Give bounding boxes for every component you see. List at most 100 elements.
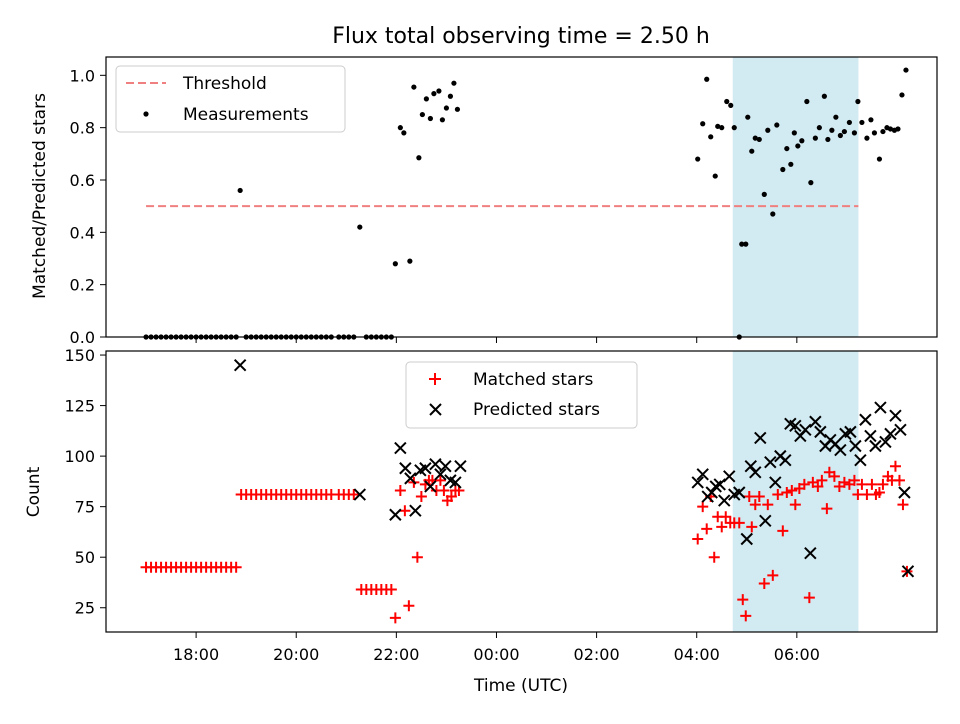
matched-star-points: [140, 460, 913, 624]
matched-legend-swatch: [429, 373, 441, 385]
measurement-point: [392, 261, 398, 267]
measurement-point: [724, 98, 730, 105]
measurement-point: [756, 136, 762, 143]
matched-star-point: [889, 460, 901, 472]
measurement-point: [851, 130, 858, 136]
measurement-point: [443, 105, 450, 111]
top-x-ticks: [195, 337, 798, 343]
measurement-point: [855, 98, 861, 105]
measurement-point: [876, 156, 883, 162]
predicted-star-point: [869, 439, 882, 453]
predicted-star-point: [439, 460, 452, 473]
y-tick-label: 0.0: [70, 328, 95, 347]
measurement-point: [704, 76, 710, 82]
matched-star-point: [789, 499, 801, 511]
matched-star-point: [781, 487, 793, 499]
predicted-star-point: [889, 409, 902, 422]
matched-star-point: [434, 474, 446, 486]
matched-star-point: [399, 505, 411, 517]
matched-star-point: [772, 489, 784, 501]
predicted-star-point: [874, 401, 887, 414]
measurement-point: [451, 80, 457, 86]
matched-star-point: [403, 600, 415, 612]
predicted-star-point: [834, 443, 847, 457]
predicted-star-point: [769, 476, 782, 489]
measurement-point: [401, 130, 407, 136]
matched-star-point: [692, 533, 704, 545]
measurement-point: [411, 84, 417, 90]
measurement-point: [719, 125, 725, 131]
measurement-point: [871, 130, 878, 136]
matched-legend-label: Matched stars: [473, 370, 593, 390]
matched-star-point: [753, 491, 765, 503]
predicted-star-point: [884, 427, 897, 441]
predicted-star-point: [394, 441, 407, 455]
measurements-legend-label: Measurements: [183, 105, 309, 125]
x-tick-label: 06:00: [774, 645, 820, 664]
measurement-point: [752, 135, 758, 141]
matched-star-point: [743, 491, 755, 503]
y-tick-label: 0.6: [70, 171, 95, 190]
measurement-point: [749, 148, 755, 154]
top-y-axis: 0.0 0.2 0.4 0.6 0.8 1.0: [70, 66, 106, 347]
x-axis-label: Time (UTC): [473, 676, 568, 696]
matched-star-point: [697, 501, 709, 513]
measurement-point: [864, 135, 870, 141]
x-tick-label: 20:00: [273, 645, 319, 664]
predicted-star-point: [449, 476, 462, 489]
measurement-point: [431, 91, 437, 97]
x-tick-label: 04:00: [674, 645, 720, 664]
x-tick-label: 22:00: [373, 645, 419, 664]
matched-star-point: [746, 521, 758, 533]
matched-star-point: [798, 478, 810, 490]
y-tick-label: 100: [64, 447, 95, 466]
matched-star-point: [877, 478, 889, 490]
predicted-star-point: [399, 462, 412, 475]
measurement-point: [846, 119, 852, 126]
matched-star-point: [767, 569, 779, 581]
measurement-point: [695, 156, 701, 162]
matched-star-point: [762, 499, 774, 511]
predicted-star-point: [740, 532, 753, 546]
x-tick-label: 02:00: [574, 645, 620, 664]
bottom-y-axis: 25 50 75 100 125 150: [64, 346, 106, 618]
bottom-highlight-span: [732, 351, 859, 632]
measurement-point: [887, 126, 894, 132]
measurement-point: [715, 123, 721, 129]
predicted-star-point: [759, 514, 772, 528]
measurement-point: [357, 224, 363, 230]
matched-star-point: [758, 577, 770, 589]
measurement-point: [700, 121, 706, 127]
predicted-star-point: [404, 472, 417, 485]
measurement-point: [825, 136, 831, 143]
predicted-star-point: [894, 423, 907, 437]
matched-star-point: [389, 612, 401, 624]
measurement-point: [416, 155, 422, 161]
matched-star-point: [893, 474, 905, 486]
measurement-point: [743, 241, 749, 247]
measurement-point: [859, 119, 865, 126]
predicted-star-point: [429, 458, 442, 471]
measurement-point: [397, 125, 403, 131]
predicted-star-point: [859, 413, 872, 426]
predicted-star-point: [434, 468, 447, 481]
predicted-star-point: [353, 488, 367, 501]
top-panel: 0.0 0.2 0.4 0.6 0.8 1.0 Matched/Predicted sta…: [30, 56, 938, 347]
predicted-star-point: [898, 486, 911, 499]
matched-star-point: [777, 525, 789, 537]
predicted-star-point: [849, 439, 862, 453]
measurement-point: [237, 187, 243, 194]
measurement-point: [837, 132, 843, 139]
predicted-star-point: [723, 470, 736, 483]
matched-star-point: [821, 503, 833, 515]
measurement-point: [816, 125, 822, 131]
top-highlight-span: [732, 57, 859, 337]
matched-star-point: [828, 470, 840, 482]
matched-star-point: [445, 491, 457, 503]
predicted-star-point: [696, 468, 709, 481]
measurement-point: [808, 180, 814, 186]
measurement-point: [899, 92, 905, 98]
matched-star-point: [803, 592, 815, 604]
matched-star-point: [438, 484, 450, 496]
predicted-star-point: [799, 423, 812, 437]
